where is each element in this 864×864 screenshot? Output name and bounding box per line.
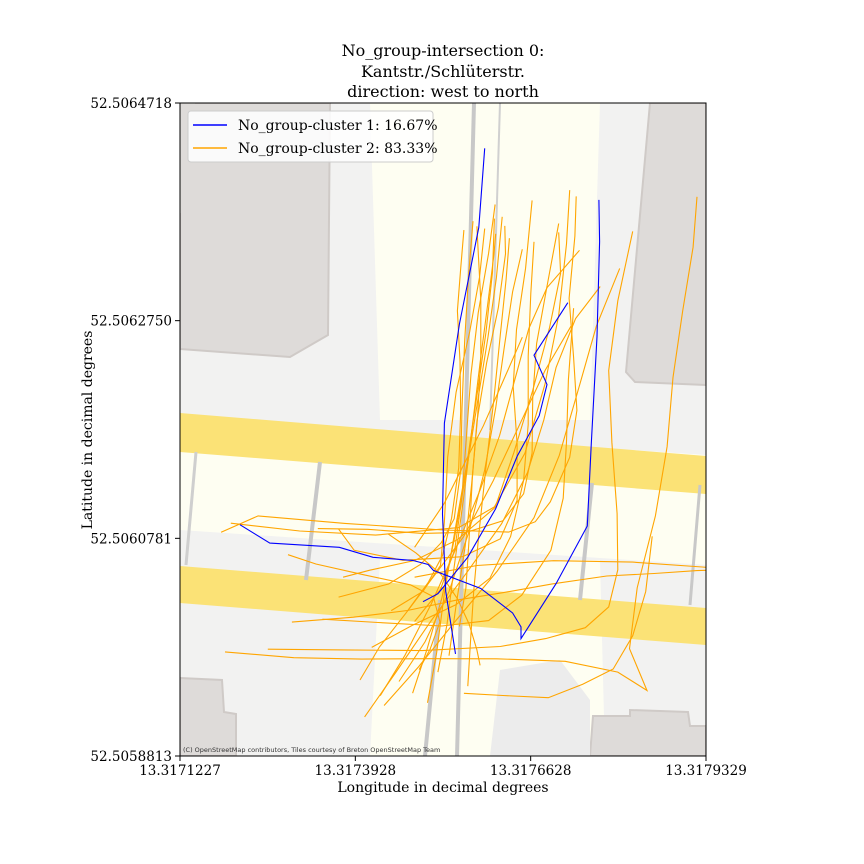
chart-title-line-2: Kantstr./Schlüterstr. [361,62,525,81]
track-cluster-2-22 [412,216,503,694]
building-ne [624,103,706,387]
x-tick-label: 13.3171227 [139,763,221,779]
legend-box [187,110,434,163]
axes-frame [179,102,707,757]
x-axis-ticks: 13.3171227 13.3173928 13.3176628 13.3179329 [139,756,747,779]
road-strip-north [180,413,706,494]
track-cluster-2-3 [317,223,560,534]
track-cluster-2-7 [342,232,562,578]
chart-title-line-3: direction: west to north [347,82,539,101]
building-sw [180,676,237,756]
track-cluster-2-17 [398,249,523,682]
track-cluster-2-4 [338,200,533,561]
map-attribution: (C) OpenStreetMap contributors, Tiles co… [183,746,440,754]
track-cluster-2-21 [426,218,495,703]
track-cluster-2-30 [414,336,523,548]
track-cluster-2-9 [322,308,575,627]
track-cluster-2-18 [379,249,580,696]
x-tick-label: 13.3179329 [665,763,747,779]
track-cluster-2-25 [224,196,698,692]
track-cluster-2-20 [383,268,621,706]
y-axis-ticks: 52.5064718 52.5062750 52.5060781 52.5058813 [90,96,180,765]
x-axis-label: Longitude in decimal degrees [337,780,548,796]
track-cluster-2-15 [448,226,482,656]
track-cluster-2-19 [364,286,601,718]
track-cluster-2-1 [220,196,578,533]
y-tick-label: 52.5064718 [90,96,172,112]
legend-label-cluster-2: No_group-cluster 2: 83.33% [238,141,438,157]
track-cluster-2-11 [407,230,465,611]
y-tick-label: 52.5062750 [90,314,172,330]
track-cluster-2-26 [291,569,706,623]
track-cluster-2-27 [414,560,706,578]
track-cluster-2-29 [463,536,653,699]
track-cluster-2-2 [230,190,571,536]
basemap [180,103,706,756]
x-tick-label: 13.3176628 [490,763,572,779]
track-cluster-2-10 [371,241,535,648]
legend-label-cluster-1: No_group-cluster 1: 16.67% [238,118,438,134]
track-cluster-2-8 [338,221,474,598]
track-cluster-2-24 [267,231,634,652]
legend: No_group-cluster 1: 16.67% No_group-clus… [187,110,438,163]
y-axis-label: Latitude in decimal degrees [80,331,96,530]
track-cluster-1-3 [422,302,569,603]
building-nw [180,103,332,359]
track-cluster-2-23 [467,238,510,687]
track-cluster-2-28 [359,325,572,681]
track-cluster-1-1 [239,199,601,641]
chart-title-line-1: No_group-intersection 0: [342,41,545,60]
building-se [588,708,706,756]
x-tick-label: 13.3173928 [315,763,397,779]
trajectory-layer [220,148,706,718]
track-cluster-1-2 [441,148,486,654]
y-tick-label: 52.5058813 [90,749,172,765]
y-tick-label: 52.5060781 [90,531,172,547]
